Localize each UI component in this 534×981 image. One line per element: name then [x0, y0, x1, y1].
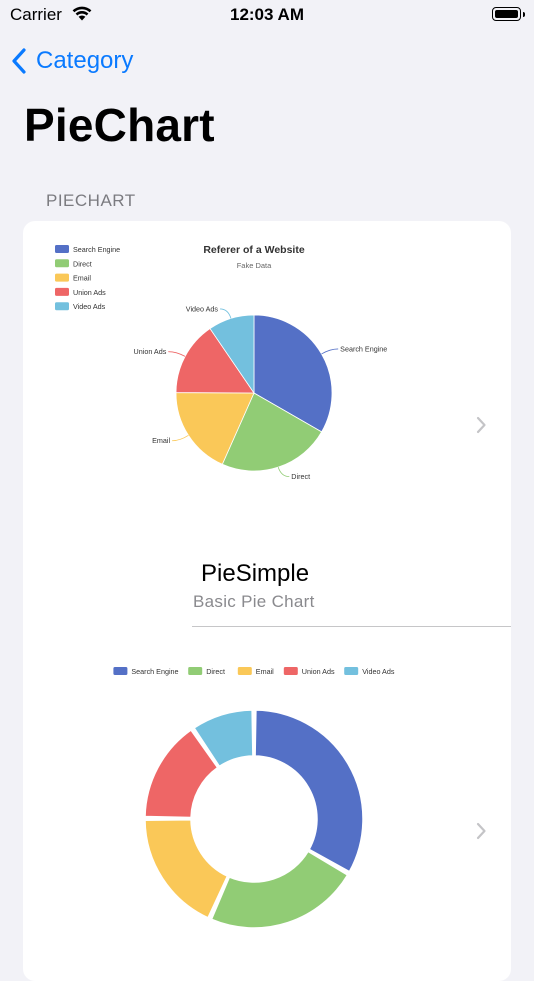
- back-button-label: Category: [36, 47, 134, 74]
- list-row-doughnut[interactable]: Search Engine Direct Email Union Ads Video A…: [23, 627, 511, 981]
- label-line-video-ads: [220, 308, 232, 319]
- legend-swatch-video-ads: [55, 302, 69, 311]
- pie-label-direct: Direct: [291, 472, 310, 481]
- carrier-label: Carrier: [10, 5, 62, 24]
- pie-label-video-ads: Video Ads: [186, 304, 219, 313]
- legend-label-search-engine: Search Engine: [73, 245, 120, 254]
- doughnut-slice-video-ads: [193, 709, 254, 768]
- clock: 12:03 AM: [229, 5, 304, 24]
- status-bar: Carrier 12:03 AM: [0, 0, 534, 32]
- pie-label-search-engine: Search Engine: [340, 344, 387, 353]
- pie-chart-preview: Search Engine Direct Email Union Ads Video A…: [55, 244, 388, 481]
- chevron-right-icon: [476, 822, 486, 840]
- chevron-right-icon: [476, 416, 486, 434]
- pie-slice-email: [175, 392, 255, 465]
- legend-swatch-union-ads: [283, 667, 298, 675]
- pie-slice-union-ads: [175, 328, 255, 394]
- chart-title: Referer of a Website: [203, 244, 304, 256]
- chevron-left-icon: [12, 48, 26, 74]
- doughnut-chart-preview: Search Engine Direct Email Union Ads Video A…: [113, 667, 395, 929]
- legend-label-video-ads: Video Ads: [73, 302, 106, 311]
- legend-swatch-search-engine: [113, 667, 128, 675]
- doughnut-slices: [144, 709, 364, 929]
- doughnut-slice-email: [144, 819, 229, 919]
- pie-labels: Search Engine Direct Email Union Ads Video A…: [134, 304, 388, 481]
- doughnut-slice-union-ads: [144, 729, 219, 819]
- section-header: PIECHART: [46, 191, 136, 210]
- pie-label-email: Email: [152, 436, 170, 445]
- legend-swatch-search-engine: [55, 245, 69, 253]
- list-row-pie-simple[interactable]: Search Engine Direct Email Union Ads Video A…: [23, 221, 511, 626]
- legend-label-direct: Direct: [206, 667, 225, 676]
- doughnut-slice-search-engine: [254, 709, 364, 873]
- label-line-union-ads: [168, 351, 186, 357]
- label-line-email: [172, 434, 189, 442]
- chart-subtitle: Fake Data: [237, 261, 272, 270]
- chart-list-card: Search Engine Direct Email Union Ads Video A…: [23, 221, 511, 981]
- legend-label-email: Email: [73, 274, 91, 283]
- legend-swatch-direct: [55, 259, 69, 268]
- pie-slices: [175, 314, 333, 472]
- label-line-search-engine: [321, 348, 339, 355]
- battery-icon: [492, 7, 525, 21]
- legend-swatch-direct: [188, 667, 203, 675]
- legend-label-union-ads: Union Ads: [73, 288, 106, 297]
- legend-label-video-ads: Video Ads: [362, 667, 395, 676]
- doughnut-slice-direct: [210, 850, 349, 929]
- pie-slice-search-engine: [253, 314, 333, 433]
- legend-label-email: Email: [256, 667, 274, 676]
- pie-slice-video-ads: [209, 314, 255, 395]
- legend-swatch-union-ads: [55, 287, 69, 296]
- legend-swatch-email: [55, 273, 69, 282]
- chart-legend: Search Engine Direct Email Union Ads Video A…: [113, 667, 395, 676]
- chart-legend: Search Engine Direct Email Union Ads Video A…: [55, 245, 120, 311]
- row-subtitle: Basic Pie Chart: [193, 592, 315, 611]
- row-title: PieSimple: [201, 560, 310, 587]
- back-button[interactable]: Category: [10, 44, 133, 78]
- legend-label-search-engine: Search Engine: [131, 667, 178, 676]
- wifi-icon: [72, 6, 92, 21]
- row-separator: [192, 626, 511, 627]
- page-title: PieChart: [24, 99, 215, 151]
- label-line-direct: [277, 467, 290, 478]
- pie-label-union-ads: Union Ads: [134, 347, 167, 356]
- legend-label-direct: Direct: [73, 259, 92, 268]
- legend-swatch-video-ads: [344, 667, 359, 675]
- legend-swatch-email: [237, 667, 252, 675]
- legend-label-union-ads: Union Ads: [302, 667, 335, 676]
